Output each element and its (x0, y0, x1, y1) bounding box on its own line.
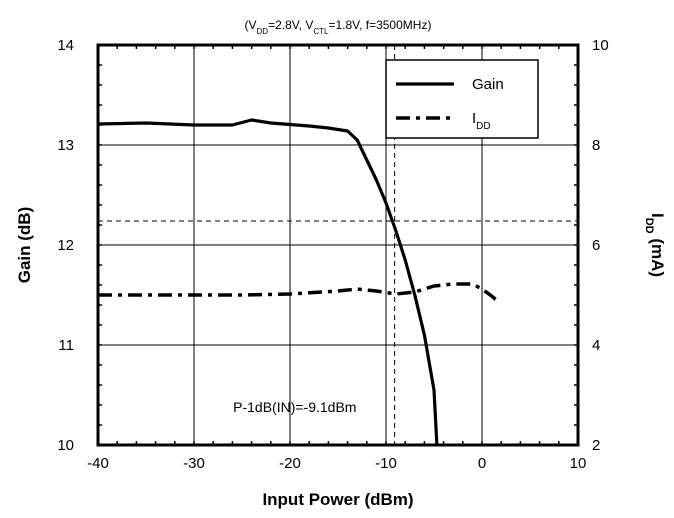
x-tick-label: -20 (279, 455, 301, 472)
y-left-tick-label: 11 (58, 337, 74, 354)
x-tick-label: 10 (570, 455, 587, 472)
idd-series-line (98, 282, 498, 302)
y-right-axis-label: IDD (mA) (643, 213, 667, 277)
legend: Gain IDD (385, 59, 539, 139)
y-left-tick-label: 12 (57, 237, 74, 254)
y-left-tick-label: 10 (57, 437, 74, 454)
plot-frame (96, 43, 580, 447)
legend-box (385, 59, 539, 139)
legend-label: IDD (472, 110, 491, 132)
chart-subtitle: (VDD=2.8V, VCTL=1.8V, f=3500MHz) (245, 18, 432, 36)
y-right-tick-label: 10 (592, 37, 609, 54)
y-left-tick-label: 13 (57, 137, 74, 154)
gain-series-line (97, 118, 439, 446)
x-tick-label: 0 (478, 455, 486, 472)
y-right-tick-label: 2 (592, 437, 600, 454)
y-left-axis-label: Gain (dB) (15, 207, 34, 284)
p1db-annotation: P-1dB(IN)=-9.1dBm (233, 399, 356, 415)
x-tick-label: -10 (375, 455, 397, 472)
y-right-tick-label: 6 (592, 237, 600, 254)
y-right-tick-label: 4 (592, 337, 600, 354)
tick-labels: -40 -30 -20 -10 0 10 10 11 12 13 14 2 4 6 8 10 (57, 37, 608, 472)
chart-text: (VDD=2.8V, VCTL=1.8V, f=3500MHz) Input Po… (15, 18, 667, 509)
x-tick-label: -40 (87, 455, 109, 472)
x-tick-label: -30 (183, 455, 205, 472)
series-layer (97, 118, 498, 446)
y-left-tick-label: 14 (57, 37, 74, 54)
x-axis-label: Input Power (dBm) (262, 490, 413, 509)
y-right-tick-label: 8 (592, 137, 600, 154)
legend-label: Gain (472, 76, 504, 93)
